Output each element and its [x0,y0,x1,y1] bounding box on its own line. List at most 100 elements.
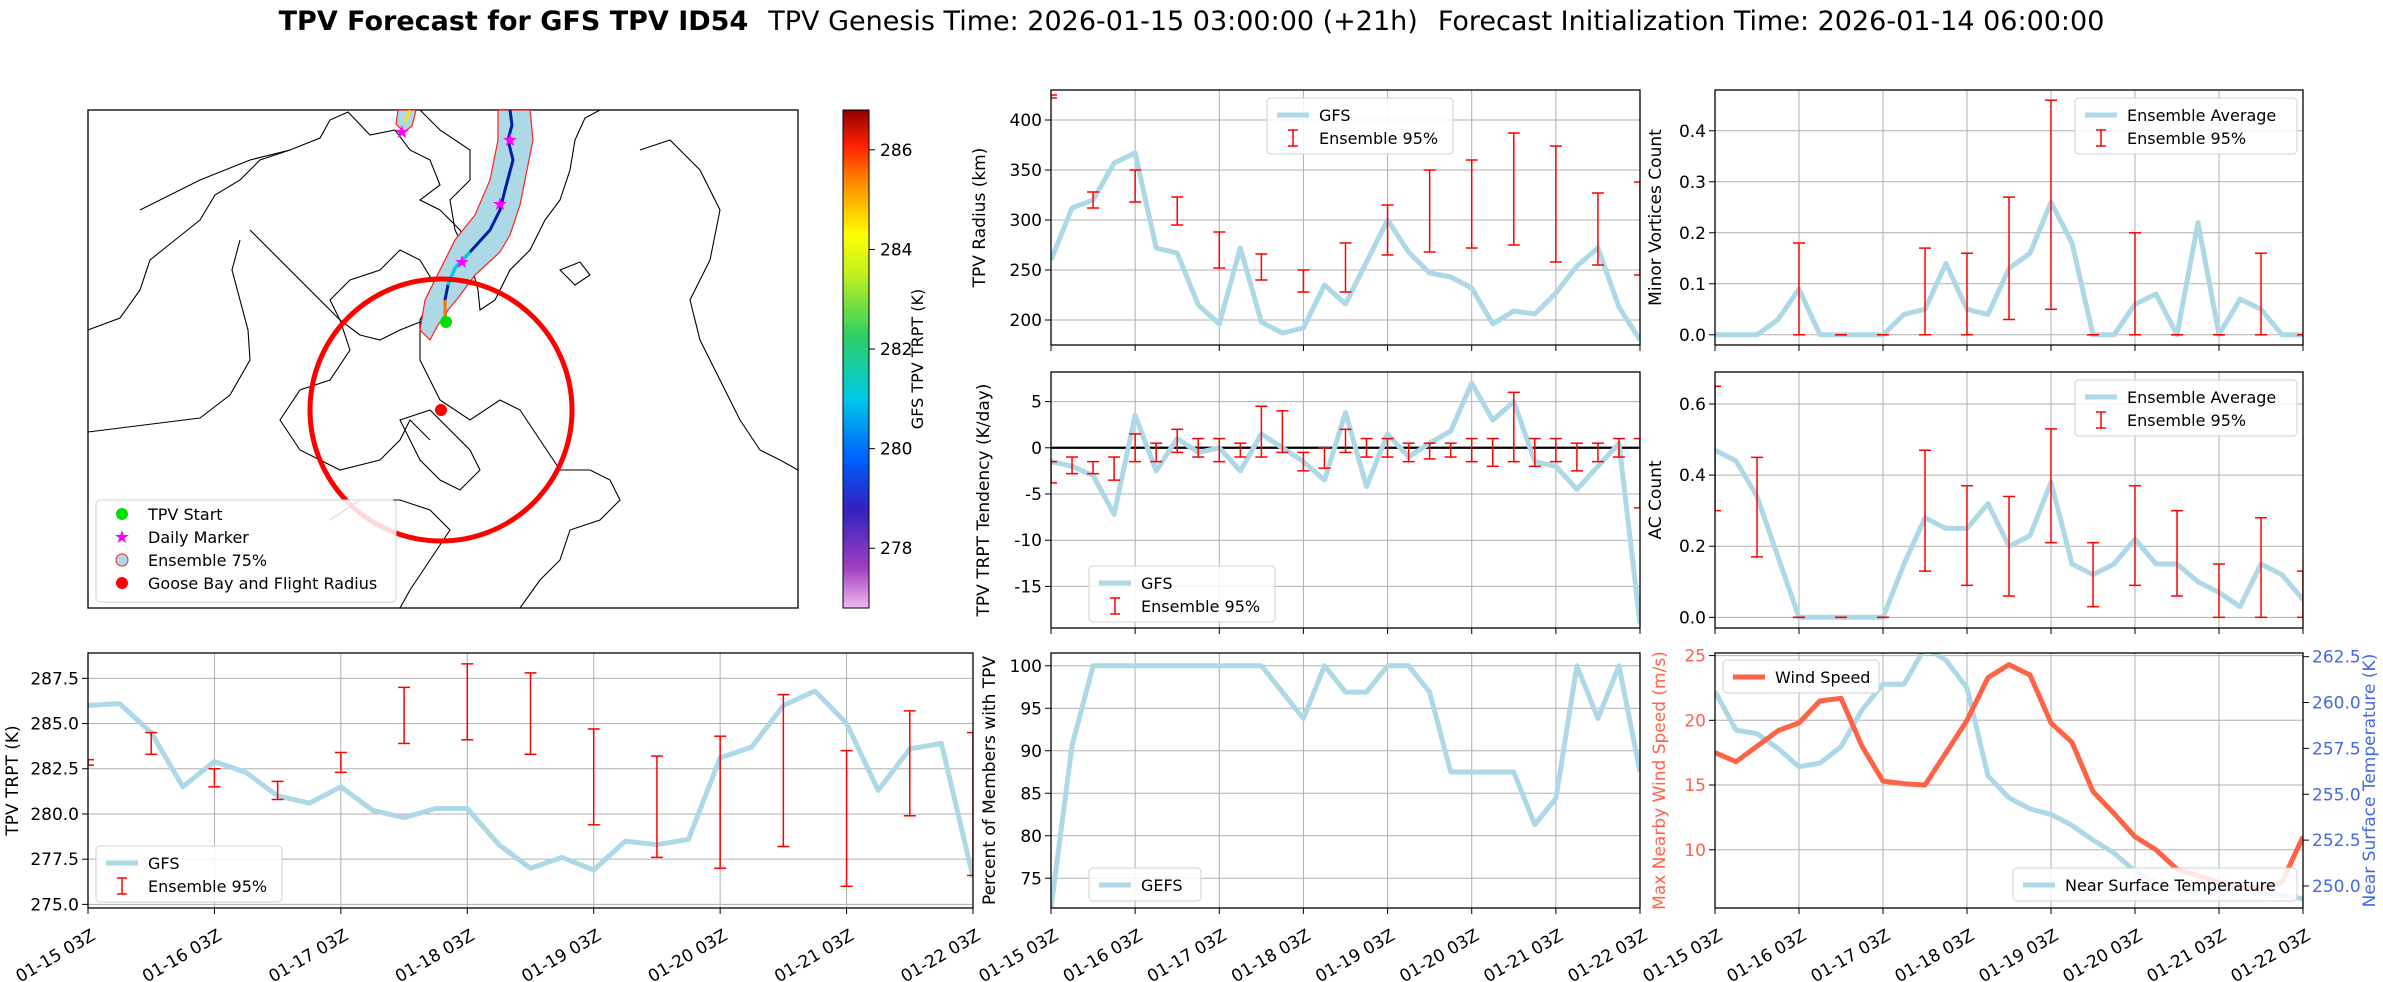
x-tick-label: 01-16 03Z [139,926,225,982]
error-bar [1129,169,1142,203]
x-tick-label: 01-22 03Z [1565,926,1651,982]
x-tick-label: 01-19 03Z [1976,926,2062,982]
y-tick-label: 200 [1010,311,1042,331]
legend-label: Ensemble 95% [2127,129,2246,148]
x-tick-label: 01-18 03Z [1892,926,1978,982]
error-bar [2003,495,2015,597]
axes-frame [87,652,974,909]
axes-frame [1714,371,2304,629]
y-tick-label: 300 [1010,211,1042,231]
error-bar [1339,428,1352,454]
error-bar [1634,437,1640,509]
legend-label: GEFS [1141,876,1183,895]
error-bar [1297,269,1310,293]
colorbar-gradient [842,109,870,609]
y-axis-label: TPV TRPT (K) [3,725,23,836]
x-tick-label: 01-20 03Z [645,926,731,982]
error-bar [1919,449,1931,572]
y-tick-label: 0.2 [1679,537,1706,557]
legend-daily-marker: Daily Marker [148,528,249,547]
x-tick-label: 01-21 03Z [1481,926,1567,982]
error-bar [2129,485,2141,587]
gfs-line [88,688,973,878]
error-bar [1108,456,1121,481]
map-daily-marker: ★ [492,194,508,215]
panel-radius: 200 250 300 350 400 TPV Radius (km) GFS Ensembl… [970,89,1641,351]
map-coastline-north-america [88,111,621,608]
error-bar [1087,191,1100,209]
error-bar [903,710,916,817]
map-coastline-greenland [419,110,601,311]
y-tick-label: 90 [1020,742,1042,762]
error-bar [1715,385,1721,512]
error-bar [271,780,284,801]
legend-label: GFS [1319,106,1350,125]
map-panel: ★ ★ ★ ★ TPV Start ★ Daily Marker Ensembl… [87,109,927,609]
x-tick-label: 01-15 03Z [1640,926,1726,982]
plot-area [1715,653,2303,908]
x-tick-label: 01-22 03Z [898,926,984,982]
colorbar-tick-label: 286 [880,141,912,161]
legend-box [2074,379,2298,437]
error-bar [1961,485,1973,587]
error-bar [1591,442,1604,463]
error-bar [1549,145,1562,263]
y-tick-label: 287.5 [30,669,79,689]
y-tick-label: -5 [1025,485,1042,505]
y-tick-label: 15 [1684,776,1706,796]
map-border [88,239,251,433]
map-coastline-iceland [559,261,591,286]
legend-start-marker [116,508,128,520]
map-tpv-start-marker [440,316,452,328]
map-coastline-labrador [399,409,481,491]
x-tick-label: 01-20 03Z [1396,926,1482,982]
legend-label: Ensemble 95% [148,877,267,896]
error-bar [524,672,537,756]
error-bar [1192,437,1205,458]
error-bar [1465,437,1478,463]
legend-box [95,845,283,903]
y-right-axis-label: Near Surface Temperature (K) [2360,654,2380,908]
y-right-tick-label: 257.5 [2312,739,2361,759]
legend-box [1266,97,1454,155]
error-bar [1051,460,1057,484]
y-right-tick-label: 252.5 [2312,831,2361,851]
x-tick-label: 01-17 03Z [1808,926,1894,982]
axes-frame [1050,89,1641,346]
colorbar-tick-label: 280 [880,440,912,460]
error-bar [88,758,94,766]
map-legend: TPV Start ★ Daily Marker Ensemble 75% Go… [95,499,397,603]
error-bar [1423,442,1436,460]
error-bar [398,686,411,745]
x-tick-label: 01-21 03Z [771,926,857,982]
x-tick-label: 01-22 03Z [2228,926,2314,982]
error-bar [1051,94,1057,99]
x-tick-label: 01-16 03Z [1724,926,1810,982]
error-bar [1381,437,1394,458]
y-tick-label: 0.6 [1679,395,1706,415]
error-bar [1129,433,1142,463]
x-tick-label: 01-15 03Z [13,926,99,982]
legend-label: Wind Speed [1775,668,1870,687]
x-tick-label: 01-17 03Z [1144,926,1230,982]
y-axis-label: TPV Radius (km) [970,148,990,289]
x-tick-label: 01-21 03Z [2144,926,2230,982]
legend-ensemble-75: Ensemble 75% [148,551,267,570]
x-tick-label: 01-19 03Z [518,926,604,982]
colorbar-tick-label: 282 [880,340,912,360]
axes-frame [1050,371,1641,629]
error-bar [1570,442,1583,472]
error-bar [1507,132,1520,246]
y-tick-label: 0.0 [1679,326,1706,346]
title-main: TPV Forecast for GFS TPV ID54 [278,6,749,37]
y-right-tick-label: 260.0 [2312,694,2361,714]
panel-minor_vortices: 0.0 0.1 0.2 0.3 0.4 Minor Vortices Count Ensem… [1646,89,2304,351]
colorbar-tick-label: 278 [880,539,912,559]
y-tick-label: 280.0 [30,805,79,825]
legend-box [1088,867,1202,902]
colorbar-label: GFS TPV TRPT (K) [908,289,927,429]
y-tick-label: 275.0 [30,895,79,915]
